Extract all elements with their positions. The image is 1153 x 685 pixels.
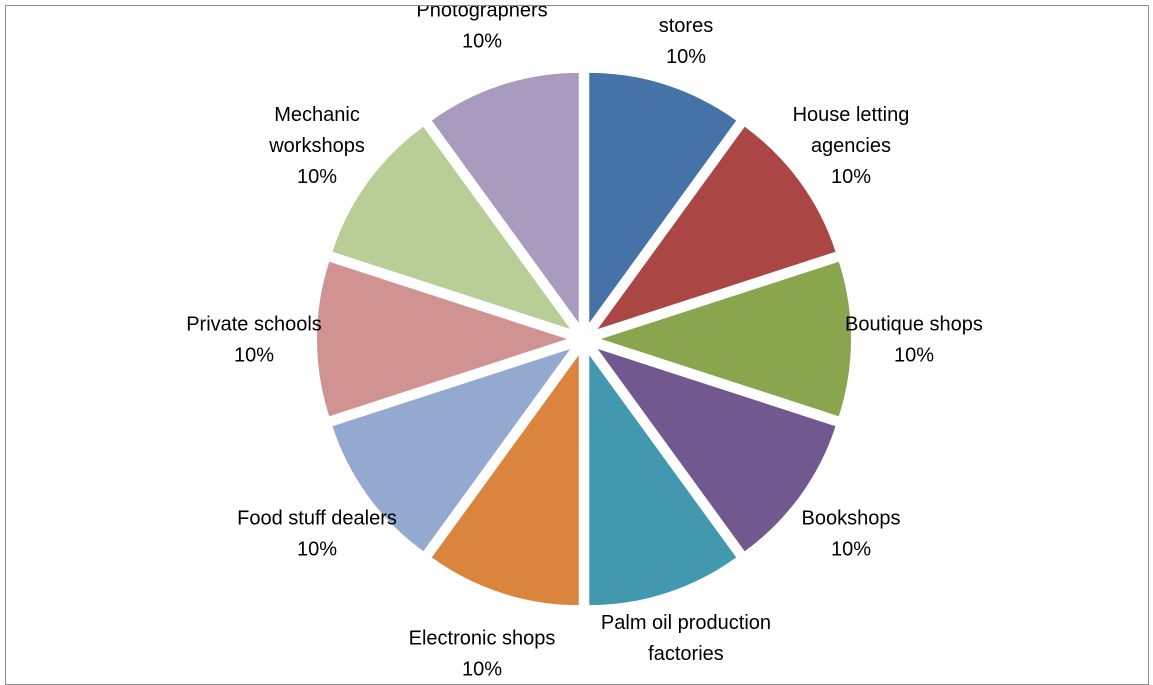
- data-label-boutique-shops: Boutique shops 10%: [845, 314, 983, 367]
- category-label-line: Mechanic: [274, 104, 360, 126]
- percent-label: 10%: [831, 166, 871, 188]
- data-label-private-schools: Private schools 10%: [186, 314, 322, 367]
- percent-label: 10%: [234, 345, 274, 367]
- percent-label: 10%: [297, 166, 337, 188]
- percent-label: 10%: [297, 538, 337, 560]
- category-label-line: stores: [659, 15, 713, 37]
- category-label-line: Food stuff dealers: [237, 507, 397, 529]
- labels-layer: Motor spare partstores10%House lettingag…: [186, 6, 983, 676]
- percent-label: 10%: [894, 345, 934, 367]
- category-label-line: Photographers: [416, 6, 547, 22]
- data-label-house-letting-agencies: House letting agencies 10%: [793, 104, 910, 188]
- data-label-bookshops: Bookshops 10%: [801, 507, 900, 560]
- data-label-electronic-shops: Electronic shops 10%: [409, 627, 556, 676]
- data-label-motor-spare-part-stores: Motor spare partstores10%: [613, 6, 760, 68]
- category-label-line: House letting: [793, 104, 910, 126]
- category-label-line: Palm oil production: [601, 612, 771, 634]
- category-label-line: workshops: [268, 135, 365, 157]
- chart-frame: Motor spare partstores10%House lettingag…: [5, 5, 1149, 685]
- data-label-palm-oil-production-factories: Palm oil productionfactories10%: [601, 612, 771, 676]
- percent-label: 10%: [462, 31, 502, 53]
- category-label-line: Private schools: [186, 314, 322, 336]
- category-label-line: Bookshops: [801, 507, 900, 529]
- percent-label: 10%: [462, 658, 502, 676]
- percent-label: 10%: [831, 538, 871, 560]
- data-label-food-stuff-dealers: Food stuff dealers 10%: [237, 507, 397, 560]
- data-label-mechanic-workshops: Mechanic workshops 10%: [268, 104, 365, 188]
- slices-layer: [317, 73, 851, 605]
- pie-chart: Motor spare partstores10%House lettingag…: [6, 6, 1150, 676]
- category-label-line: agencies: [811, 135, 891, 157]
- percent-label: 10%: [666, 46, 706, 68]
- data-label-photographers: Photographers 10%: [416, 6, 547, 53]
- category-label-line: Boutique shops: [845, 314, 983, 336]
- category-label-line: factories: [648, 643, 724, 665]
- category-label-line: Electronic shops: [409, 627, 556, 649]
